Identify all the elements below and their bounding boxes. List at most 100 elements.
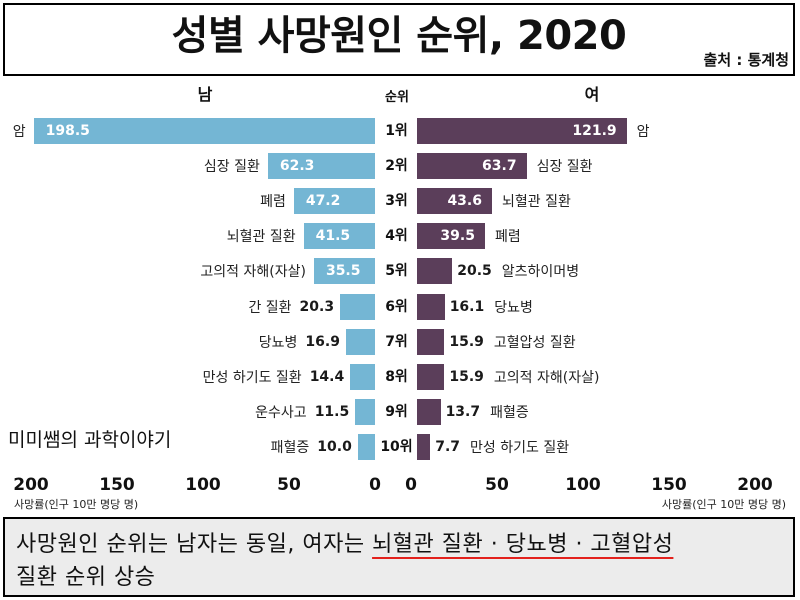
female-category-label: 뇌혈관 질환 xyxy=(501,194,571,211)
rank-label: 8위 xyxy=(385,368,408,385)
male-bar: 47.2 xyxy=(293,188,375,215)
male-row: 간 질환 20.3 xyxy=(0,292,375,322)
female-bar xyxy=(417,328,445,355)
female-value-label: 15.9 xyxy=(449,368,484,385)
male-category-label: 당뇨병 xyxy=(258,334,298,351)
female-value-label: 13.7 xyxy=(445,403,481,420)
male-category-label: 만성 하기도 질환 xyxy=(202,369,302,386)
male-row: 당뇨병 16.9 xyxy=(0,327,375,357)
male-bar: 35.5 xyxy=(313,258,375,285)
female-category-label: 만성 하기도 질환 xyxy=(470,439,570,456)
female-bar: 63.7 xyxy=(417,153,527,180)
male-value-label: 41.5 xyxy=(315,228,351,245)
female-row: 121.9 암 xyxy=(417,116,800,146)
female-bar xyxy=(417,258,453,285)
x-tick-label-female: 100 xyxy=(565,475,601,495)
male-row: 고의적 자해(자살) 35.5 xyxy=(0,256,375,286)
rank-label: 4위 xyxy=(385,228,408,245)
male-bar xyxy=(355,398,375,425)
female-category-label: 고의적 자해(자살) xyxy=(493,369,600,386)
chart-title: 성별 사망원인 순위, 2020 xyxy=(171,13,627,59)
female-category-label: 알츠하이머병 xyxy=(501,264,580,281)
male-category-label: 운수사고 xyxy=(255,404,307,421)
female-bar xyxy=(417,433,431,460)
x-tick-label-male: 100 xyxy=(185,475,221,495)
female-category-label: 고혈압성 질환 xyxy=(493,334,576,351)
male-row: 폐렴 47.2 xyxy=(0,186,375,216)
female-category-label: 암 xyxy=(636,124,650,140)
male-bar xyxy=(345,328,375,355)
female-value-label: 20.5 xyxy=(457,263,492,280)
female-row: 20.5 알츠하이머병 xyxy=(417,256,800,286)
male-value-label: 11.5 xyxy=(314,403,350,420)
male-value-label: 16.9 xyxy=(305,333,340,350)
male-value-label: 62.3 xyxy=(279,158,315,175)
x-tick-label-female: 50 xyxy=(485,475,509,495)
male-category-label: 간 질환 xyxy=(248,299,292,316)
male-value-label: 47.2 xyxy=(305,193,341,210)
male-bar xyxy=(357,433,375,460)
rank-label: 1위 xyxy=(385,123,408,139)
male-value-label: 198.5 xyxy=(45,123,90,139)
female-row: 15.9 고혈압성 질환 xyxy=(417,327,800,357)
title-box: 성별 사망원인 순위, 2020 출처 : 통계청 xyxy=(3,3,795,76)
female-bar xyxy=(417,398,441,425)
female-value-label: 43.6 xyxy=(447,193,482,210)
female-value-label: 7.7 xyxy=(435,438,461,455)
male-category-label: 패혈증 xyxy=(270,439,310,456)
female-bar: 121.9 xyxy=(417,118,627,144)
male-category-label: 암 xyxy=(12,124,26,140)
x-tick-label-male: 0 xyxy=(369,475,381,495)
x-tick-label-male: 150 xyxy=(99,475,135,495)
x-axis-label-female: 사망률(인구 10만 명당 명) xyxy=(661,498,786,511)
male-value-label: 14.4 xyxy=(309,368,345,385)
x-axis-label-male: 사망률(인구 10만 명당 명) xyxy=(14,498,139,511)
female-row: 15.9 고의적 자해(자살) xyxy=(417,362,800,392)
female-header: 여 xyxy=(584,85,600,104)
female-row: 63.7 심장 질환 xyxy=(417,151,800,181)
male-category-label: 고의적 자해(자살) xyxy=(200,264,306,281)
male-row: 운수사고 11.5 xyxy=(0,397,375,427)
female-row: 13.7 패혈증 xyxy=(417,397,800,427)
female-value-label: 15.9 xyxy=(449,333,484,350)
female-category-label: 당뇨병 xyxy=(494,299,533,316)
male-row: 심장 질환 62.3 xyxy=(0,151,375,181)
summary-text: 사망원인 순위는 남자는 동일, 여자는 xyxy=(16,532,373,557)
male-row: 패혈증 10.0 xyxy=(0,432,375,462)
male-bar: 198.5 xyxy=(33,118,375,144)
rank-label: 2위 xyxy=(385,158,408,175)
male-category-label: 뇌혈관 질환 xyxy=(226,229,296,246)
x-tick-label-female: 150 xyxy=(651,475,687,495)
male-row: 뇌혈관 질환 41.5 xyxy=(0,221,375,251)
female-row: 7.7 만성 하기도 질환 xyxy=(417,432,800,462)
female-bar xyxy=(417,363,445,390)
female-value-label: 16.1 xyxy=(449,298,485,315)
male-row: 암 198.5 xyxy=(0,116,375,146)
rank-label: 10위 xyxy=(380,438,413,455)
male-value-label: 10.0 xyxy=(317,438,352,455)
x-tick-label-female: 200 xyxy=(737,475,773,495)
summary-box: 사망원인 순위는 남자는 동일, 여자는 뇌혈관 질환 · 당뇨병 · 고혈압성… xyxy=(3,517,795,597)
rank-label: 9위 xyxy=(385,403,408,420)
source-label: 출처 : 통계청 xyxy=(703,51,789,69)
male-bar xyxy=(340,293,375,320)
rank-label: 6위 xyxy=(385,298,408,315)
summary-line-2: 질환 순위 상승 xyxy=(16,565,156,590)
summary-highlight: 뇌혈관 질환 · 당뇨병 · 고혈압성 xyxy=(372,532,674,557)
female-category-label: 폐렴 xyxy=(494,229,521,246)
male-bar: 62.3 xyxy=(267,153,375,180)
female-value-label: 63.7 xyxy=(482,158,517,175)
rank-header: 순위 xyxy=(385,90,409,105)
female-value-label: 39.5 xyxy=(440,228,475,245)
female-row: 43.6 뇌혈관 질환 xyxy=(417,186,800,216)
watermark-text: 미미쌤의 과학이야기 xyxy=(8,429,172,451)
male-bar xyxy=(350,363,375,390)
male-header: 남 xyxy=(197,85,213,104)
x-tick-label-female: 0 xyxy=(405,475,417,495)
female-bar: 39.5 xyxy=(417,223,485,250)
male-value-label: 20.3 xyxy=(299,298,335,315)
summary-line-1: 사망원인 순위는 남자는 동일, 여자는 뇌혈관 질환 · 당뇨병 · 고혈압성 xyxy=(16,528,793,561)
male-value-label: 35.5 xyxy=(325,263,361,280)
rank-label: 3위 xyxy=(385,193,408,210)
